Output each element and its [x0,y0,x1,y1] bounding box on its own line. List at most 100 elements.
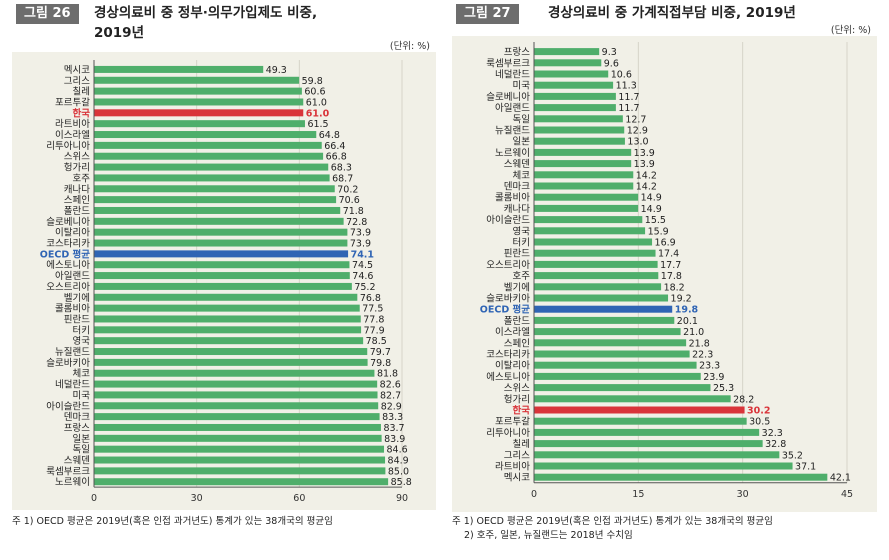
category-label-폴란드: 폴란드 [504,315,530,327]
bar-캐나다 [534,204,639,212]
category-label-라트비아: 라트비아 [495,462,530,473]
value-label-덴마크: 14.2 [636,182,657,193]
category-label-터키: 터키 [513,238,530,249]
value-label-아이슬란드: 15.5 [645,215,666,226]
figure-title: 경상의료비 중 가계직접부담 비중, 2019년 [548,5,796,21]
value-label-독일: 84.6 [387,445,408,456]
category-label-뉴질랜드: 뉴질랜드 [55,346,90,358]
value-label-OECD-평균: 19.8 [675,305,699,316]
value-label-라트비아: 61.5 [307,119,328,130]
value-label-이스라엘: 64.8 [319,130,340,141]
value-label-핀란드: 77.8 [363,314,384,325]
category-label-노르웨이: 노르웨이 [55,476,90,488]
bar-터키 [94,326,362,334]
value-label-슬로베니아: 72.8 [346,217,367,228]
bar-스위스 [94,152,324,160]
value-label-에스토니아: 74.5 [352,260,373,271]
category-label-에스토니아: 에스토니아 [486,372,530,383]
category-label-그리스: 그리스 [64,76,90,87]
bar-아일랜드 [534,104,616,112]
bar-핀란드 [534,249,656,257]
bar-한국 [534,406,745,414]
category-label-콜롬비아: 콜롬비아 [495,193,530,204]
value-label-한국: 61.0 [306,108,330,119]
value-label-터키: 77.9 [364,325,385,336]
category-label-덴마크: 덴마크 [504,182,530,193]
bar-오스트리아 [534,260,658,268]
value-label-독일: 12.7 [625,114,646,125]
value-label-터키: 16.9 [655,238,676,249]
bar-코스타리카 [534,350,690,358]
category-label-콜롬비아: 콜롬비아 [55,304,90,315]
category-label-프랑스: 프랑스 [64,422,90,434]
bar-코스타리카 [94,239,348,247]
value-label-호주: 17.8 [661,271,682,282]
value-label-코스타리카: 73.9 [350,239,371,250]
bar-일본 [534,137,625,145]
value-label-폴란드: 20.1 [677,316,698,327]
category-label-호주: 호주 [73,173,91,184]
footnote-2: 2) 호주, 일본, 뉴질랜드는 2018년 수치임 [464,530,633,541]
bar-멕시코 [534,473,828,481]
bar-이스라엘 [534,328,681,336]
value-label-일본: 13.0 [627,137,648,148]
value-label-아일랜드: 74.6 [352,271,373,282]
bar-호주 [94,174,330,182]
x-tick-label: 30 [737,489,749,500]
category-label-슬로베니아: 슬로베니아 [486,92,530,103]
category-label-스페인: 스페인 [504,338,530,349]
category-label-영국: 영국 [513,226,531,237]
bar-독일 [534,115,623,123]
category-label-슬로베니아: 슬로베니아 [46,217,90,228]
value-label-룩셈부르크: 9.6 [604,58,619,69]
bar-에스토니아 [94,261,350,269]
value-label-스웨덴: 13.9 [634,159,655,170]
bar-룩셈부르크 [534,59,602,67]
category-label-리투아니아: 리투아니아 [486,428,530,439]
bar-벨기에 [534,283,662,291]
bar-프랑스 [94,423,381,431]
figure-tag: 그림 26 [16,4,79,24]
bar-헝가리 [534,395,731,403]
bar-스페인 [534,339,687,347]
category-label-이스라엘: 이스라엘 [495,327,530,338]
category-label-멕시코: 멕시코 [504,473,530,484]
category-label-폴란드: 폴란드 [64,205,90,217]
chart-26: 0 30 60 90 멕시코 49.3 그리스 59.8 칠레 60.6 포르투갈 61.0 한국 61.… [40,60,412,504]
category-label-헝가리: 헝가리 [64,163,90,174]
category-label-미국: 미국 [513,81,531,92]
bar-포르투갈 [94,98,304,106]
value-label-칠레: 60.6 [304,87,325,98]
value-label-라트비아: 37.1 [795,462,816,473]
bar-슬로베니아 [94,217,344,225]
category-label-코스타리카: 코스타리카 [486,350,530,361]
category-label-스위스: 스위스 [64,151,90,163]
category-label-체코: 체코 [513,170,531,181]
x-tick-label: 90 [396,493,408,504]
category-label-포르투갈: 포르투갈 [55,96,90,108]
value-label-룩셈부르크: 85.0 [388,466,409,477]
value-label-캐나다: 70.2 [337,184,358,195]
value-label-오스트리아: 75.2 [354,282,375,293]
bar-슬로바키아 [534,294,669,302]
bar-아일랜드 [94,272,350,280]
value-label-리투아니아: 66.4 [324,141,345,152]
value-label-아이슬란드: 82.9 [381,401,402,412]
category-label-오스트리아: 오스트리아 [486,260,530,271]
value-label-체코: 14.2 [636,170,657,181]
value-label-콜롬비아: 14.9 [641,193,662,204]
value-label-그리스: 59.8 [302,76,323,87]
value-label-미국: 82.7 [380,390,401,401]
value-label-벨기에: 76.8 [360,293,381,304]
bar-슬로베니아 [534,92,616,100]
x-tick-label: 60 [293,493,305,504]
bar-호주 [534,272,659,280]
category-label-포르투갈: 포르투갈 [495,416,530,428]
category-label-리투아니아: 리투아니아 [46,141,90,152]
bar-캐나다 [94,185,335,193]
value-label-리투아니아: 32.3 [762,428,783,439]
bar-헝가리 [94,163,329,171]
bar-독일 [94,445,385,453]
category-label-벨기에: 벨기에 [504,282,530,293]
category-label-영국: 영국 [73,336,91,347]
